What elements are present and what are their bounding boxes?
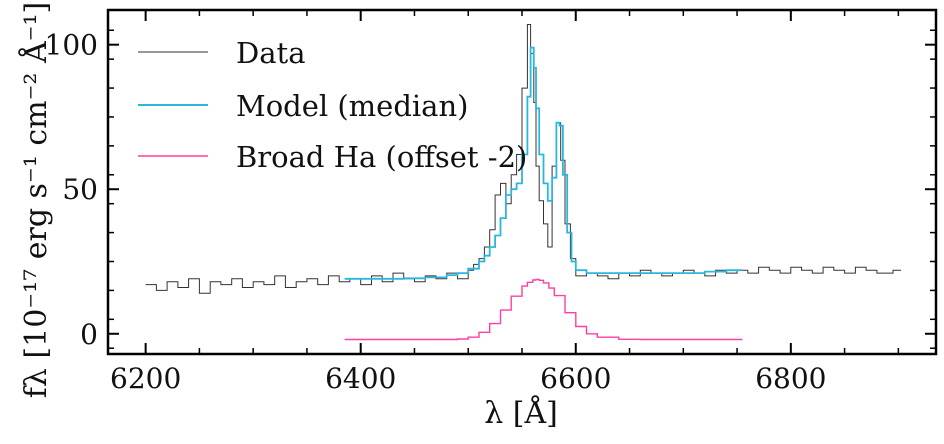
- series-layer: [145, 24, 902, 341]
- legend-label-data: Data: [236, 36, 305, 70]
- series-line-2: [344, 278, 743, 341]
- series-line-0: [145, 24, 902, 294]
- y-tick-label: 50: [62, 173, 98, 206]
- x-tick-label: 6200: [110, 362, 181, 395]
- y-axis-label: fλ [10⁻¹⁷ erg s⁻¹ cm⁻² Å⁻¹]: [18, 2, 54, 398]
- series-line-1: [344, 46, 743, 280]
- x-tick-label: 6800: [755, 362, 826, 395]
- x-tick-label: 6600: [540, 362, 611, 395]
- legend-label-broad: Broad Ha (offset -2): [236, 140, 527, 174]
- x-axis-label: λ [Å]: [484, 395, 558, 431]
- y-tick-label: 0: [80, 318, 98, 351]
- x-tick-label: 6400: [325, 362, 396, 395]
- legend: Data Model (median) Broad Ha (offset -2): [138, 36, 527, 174]
- y-tick-label: 100: [45, 29, 98, 62]
- legend-label-model: Model (median): [236, 89, 468, 123]
- axis-ticks: 6200 6400 6600 6800 0 50 100: [45, 10, 936, 395]
